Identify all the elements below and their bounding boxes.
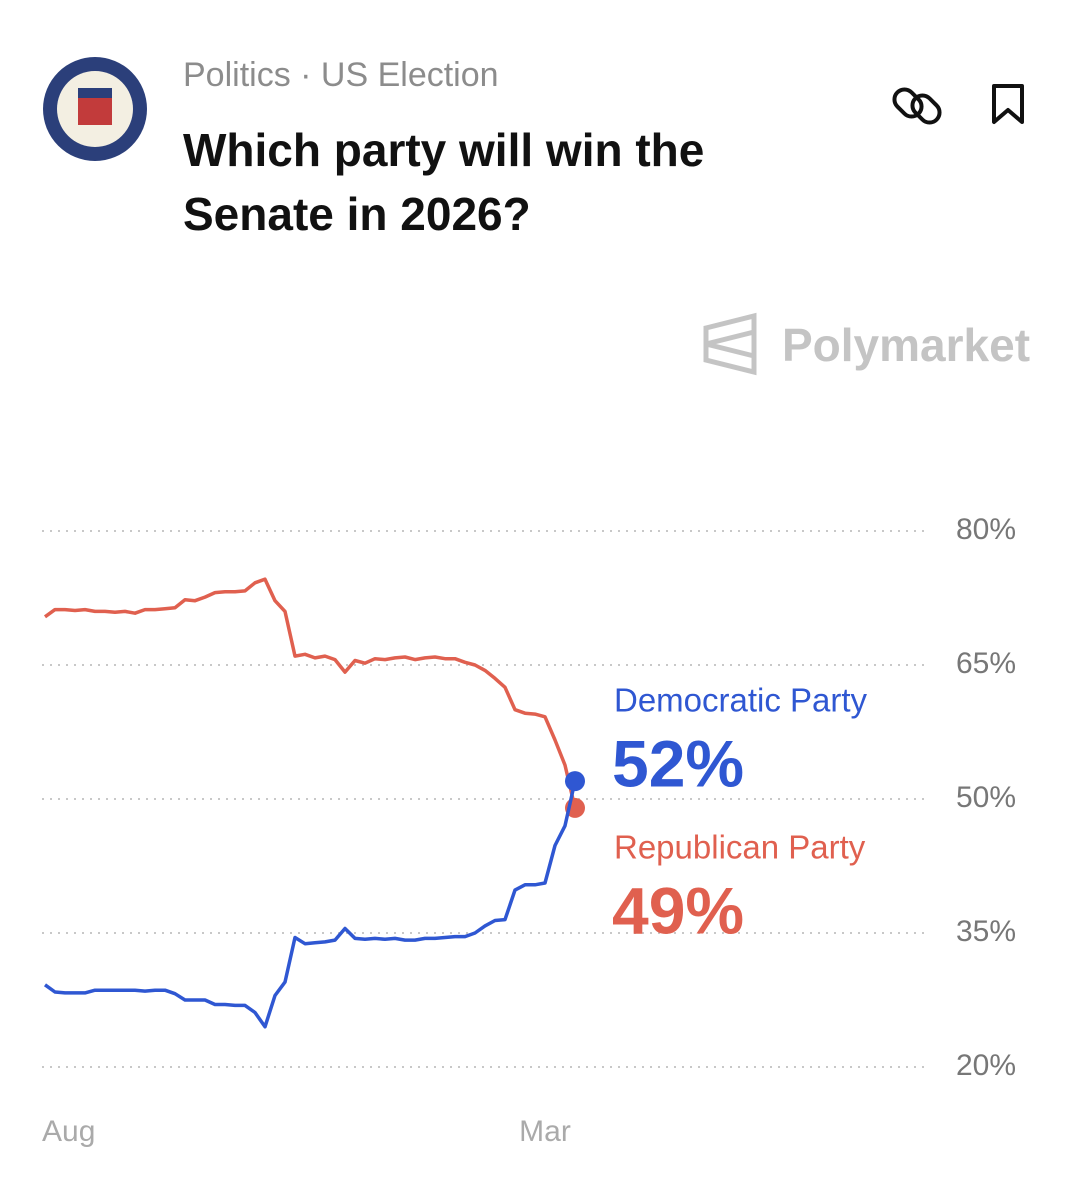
- x-tick-label: Aug: [42, 1115, 95, 1148]
- question-title: Which party will win the Senate in 2026?: [183, 124, 705, 240]
- y-tick-label: 35%: [956, 915, 1016, 948]
- bookmark-icon[interactable]: [992, 84, 1024, 124]
- legend-label: Democratic Party: [614, 682, 868, 719]
- current-value-label: 49%: [612, 873, 744, 947]
- y-tick-label: 20%: [956, 1049, 1016, 1082]
- end-point: [565, 771, 585, 792]
- legend-label: Republican Party: [614, 829, 866, 866]
- breadcrumb: Politics · US Election: [183, 56, 499, 94]
- y-tick-label: 50%: [956, 781, 1016, 814]
- series-line: [43, 577, 577, 809]
- series-line: [43, 780, 577, 1029]
- link-icon[interactable]: [890, 85, 943, 126]
- current-value-label: 52%: [612, 726, 744, 800]
- y-tick-label: 80%: [956, 513, 1016, 546]
- brand-name: Polymarket: [782, 319, 1031, 371]
- x-tick-label: Mar: [519, 1115, 571, 1148]
- seal-icon: [43, 57, 147, 161]
- brand-logo: [703, 312, 757, 376]
- y-tick-label: 65%: [956, 647, 1016, 680]
